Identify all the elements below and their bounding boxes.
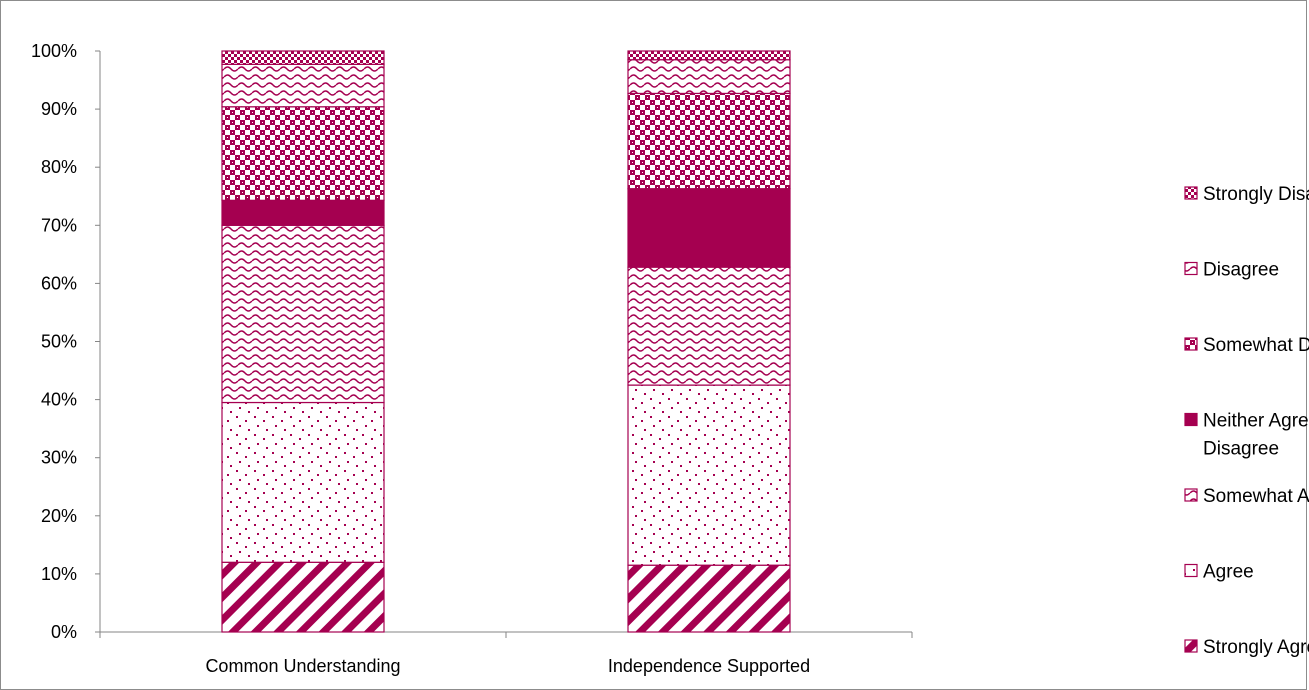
y-tick-label: 80% — [41, 157, 77, 177]
bar-segment — [222, 562, 384, 632]
legend-label: Strongly Agree — [1203, 637, 1309, 658]
y-tick-label: 60% — [41, 273, 77, 293]
bar-segment — [628, 385, 790, 565]
bars-layer — [222, 51, 790, 632]
bar-segment — [222, 200, 384, 225]
legend-swatch — [1185, 414, 1197, 426]
legend-label: Neither Agree norDisagree — [1203, 411, 1309, 460]
legend-label: Strongly Disagree — [1203, 184, 1309, 205]
bar-segment — [222, 51, 384, 64]
legend-swatch — [1185, 565, 1197, 577]
bar-segment — [628, 267, 790, 385]
bar-segment — [628, 565, 790, 632]
bar-segment — [222, 107, 384, 201]
legend-swatch — [1185, 489, 1197, 501]
legend-swatch — [1185, 263, 1197, 275]
x-category-label: Independence Supported — [608, 656, 810, 676]
bar-segment — [222, 64, 384, 106]
y-tick-label: 20% — [41, 506, 77, 526]
y-tick-label: 30% — [41, 448, 77, 468]
legend-swatch — [1185, 187, 1197, 199]
y-tick-label: 40% — [41, 390, 77, 410]
bar-segment — [628, 51, 790, 60]
y-tick-label: 10% — [41, 564, 77, 584]
legend-label: Disagree — [1203, 260, 1279, 281]
y-tick-label: 100% — [31, 41, 77, 61]
y-tick-label: 90% — [41, 99, 77, 119]
bar-segment — [628, 93, 790, 188]
y-tick-label: 50% — [41, 332, 77, 352]
bar-segment — [222, 403, 384, 563]
legend-swatch — [1185, 640, 1197, 652]
y-tick-label: 70% — [41, 215, 77, 235]
legend-swatch — [1185, 338, 1197, 350]
x-category-label: Common Understanding — [205, 656, 400, 676]
bar-segment — [628, 189, 790, 267]
legend-label: Agree — [1203, 562, 1254, 583]
legend-label: Somewhat Disagree — [1203, 335, 1309, 356]
bar-segment — [222, 225, 384, 402]
legend: Strongly Disagree Disagree Somewhat Disagr… — [1185, 184, 1309, 658]
legend-label: Somewhat Agree — [1203, 486, 1309, 507]
y-tick-label: 0% — [51, 622, 77, 642]
bar-segment — [628, 60, 790, 94]
